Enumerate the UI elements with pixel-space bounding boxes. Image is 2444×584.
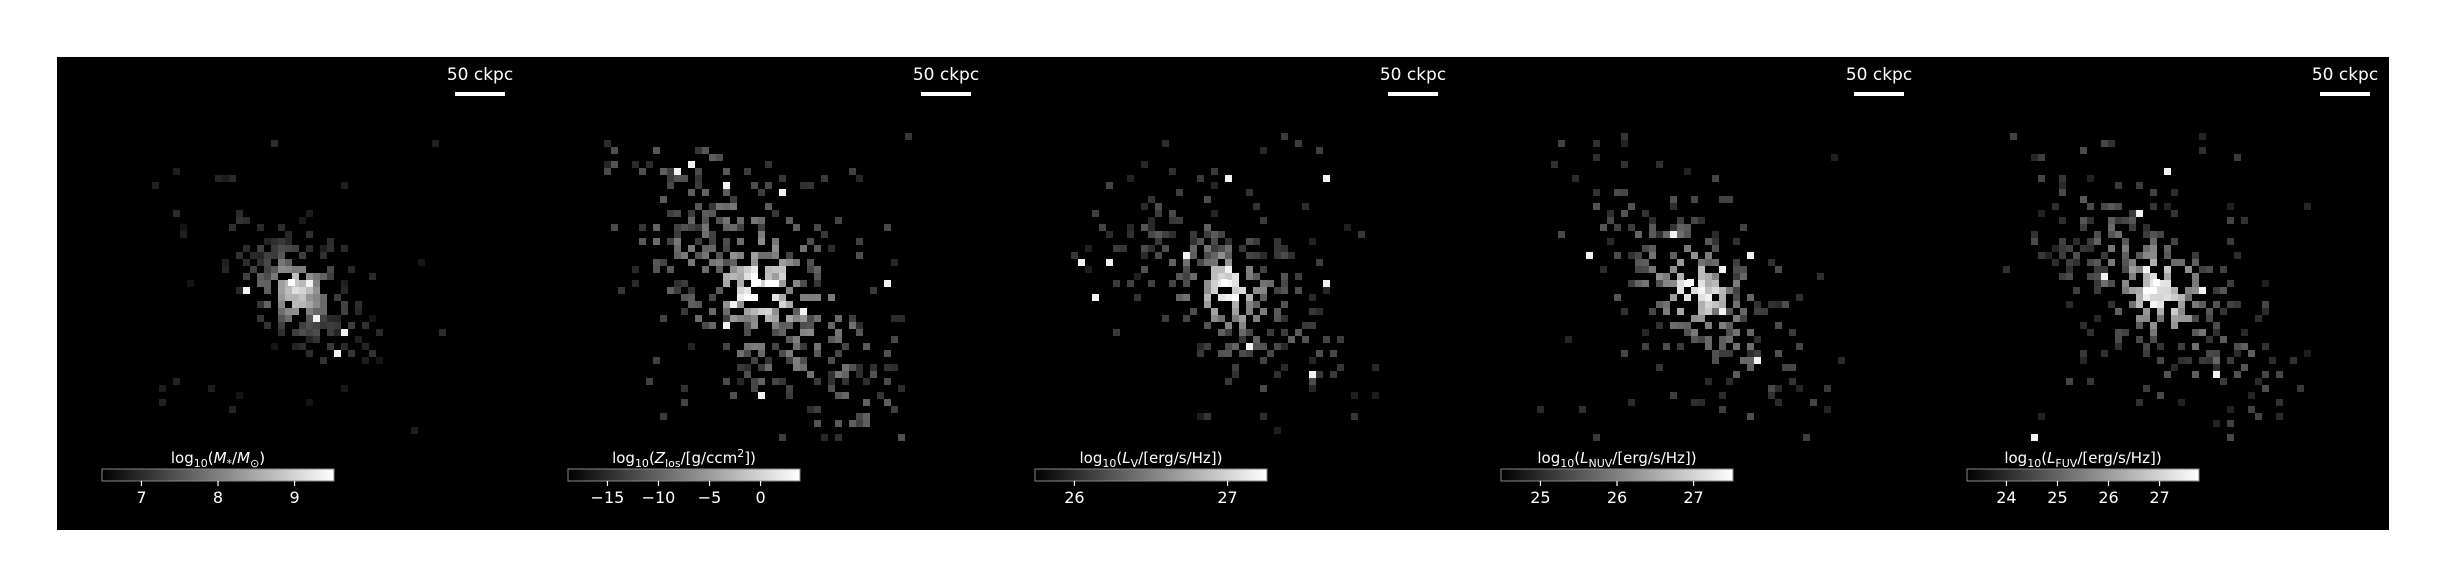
colorbar-tick-label: 8: [213, 488, 223, 507]
colorbar-gradient: [1501, 469, 1733, 481]
galaxy-core: [2153, 279, 2160, 286]
colorbar-tick-label: 26: [2098, 488, 2118, 507]
colorbar-tick-label: 26: [1064, 488, 1084, 507]
scale-bar: 50 ckpc: [2312, 65, 2378, 96]
scale-bar-label: 50 ckpc: [1846, 65, 1912, 85]
colorbar-title: log10(LNUV/[erg/s/Hz]): [1537, 449, 1696, 470]
colorbar-tick-label: 9: [289, 488, 299, 507]
colorbar-title: log10(LFUV/[erg/s/Hz]): [2004, 449, 2161, 470]
panel-luminosity-nuv: 50 ckpc log10(LNUV/[erg/s/Hz]) 25 26 27: [1456, 57, 1923, 530]
panel-metallicity: 50 ckpc log10(Zlos/[g/ccm2]) −15 −10 −5 0: [523, 57, 990, 530]
galaxy-pixel-map: [2003, 133, 2311, 441]
colorbar-tick-label: −5: [698, 488, 722, 507]
scale-bar: 50 ckpc: [1380, 65, 1446, 96]
colorbar-tick-label: 26: [1607, 488, 1627, 507]
galaxy-pixel-map: [604, 133, 912, 441]
colorbar-title: log10(LV/[erg/s/Hz]): [1080, 449, 1223, 470]
scale-bar-label: 50 ckpc: [1380, 65, 1446, 85]
galaxy-pixel-map: [152, 140, 446, 434]
scale-bar-label: 50 ckpc: [913, 65, 979, 85]
galaxy-pixel-map: [1537, 133, 1845, 441]
panel-background: [523, 57, 990, 530]
colorbar-tick-label: 7: [136, 488, 146, 507]
panel-background: [1456, 57, 1923, 530]
scale-bar: 50 ckpc: [913, 65, 979, 96]
colorbar-gradient: [102, 469, 334, 481]
panel-stellar-mass: 50 ckpc log10(M*/M⊙) 7 8 9: [57, 57, 524, 530]
colorbar: log10(LV/[erg/s/Hz]) 26 27: [1034, 449, 1268, 507]
scale-bar: 50 ckpc: [447, 65, 513, 96]
colorbar-gradient: [1035, 469, 1267, 481]
panel-luminosity-fuv: 50 ckpc log10(LFUV/[erg/s/Hz]) 24 25 26 27: [1922, 57, 2389, 530]
colorbar-gradient: [568, 469, 800, 481]
colorbar-title: log10(M*/M⊙): [171, 449, 265, 470]
galaxy-core: [288, 279, 295, 286]
galaxy-core: [1221, 279, 1228, 286]
colorbar: log10(LFUV/[erg/s/Hz]) 24 25 26 27: [1966, 449, 2200, 507]
galaxy-pixel-map: [1071, 133, 1379, 434]
colorbar: log10(LNUV/[erg/s/Hz]) 25 26 27: [1500, 449, 1734, 507]
colorbar: log10(Zlos/[g/ccm2]) −15 −10 −5 0: [567, 447, 801, 507]
scale-bar-label: 50 ckpc: [447, 65, 513, 85]
galaxy-core: [754, 279, 761, 286]
colorbar-tick-label: 25: [2047, 488, 2067, 507]
colorbar-tick-label: 27: [2149, 488, 2169, 507]
colorbar-tick-label: 27: [1683, 488, 1703, 507]
panel-luminosity-v: 50 ckpc log10(LV/[erg/s/Hz]) 26 27: [990, 57, 1457, 530]
colorbar-tick-label: 25: [1530, 488, 1550, 507]
colorbar-tick-label: 24: [1996, 488, 2016, 507]
galaxy-core: [1687, 279, 1694, 286]
colorbar-tick-label: 27: [1217, 488, 1237, 507]
scale-bar-label: 50 ckpc: [2312, 65, 2378, 85]
colorbar-tick-label: 0: [755, 488, 765, 507]
colorbar-gradient: [1967, 469, 2199, 481]
colorbar-title: log10(Zlos/[g/ccm2]): [612, 447, 756, 470]
panel-background: [990, 57, 1457, 530]
colorbar: log10(M*/M⊙) 7 8 9: [101, 449, 335, 507]
scale-bar: 50 ckpc: [1846, 65, 1912, 96]
colorbar-tick-label: −10: [642, 488, 676, 507]
colorbar-tick-label: −15: [591, 488, 625, 507]
